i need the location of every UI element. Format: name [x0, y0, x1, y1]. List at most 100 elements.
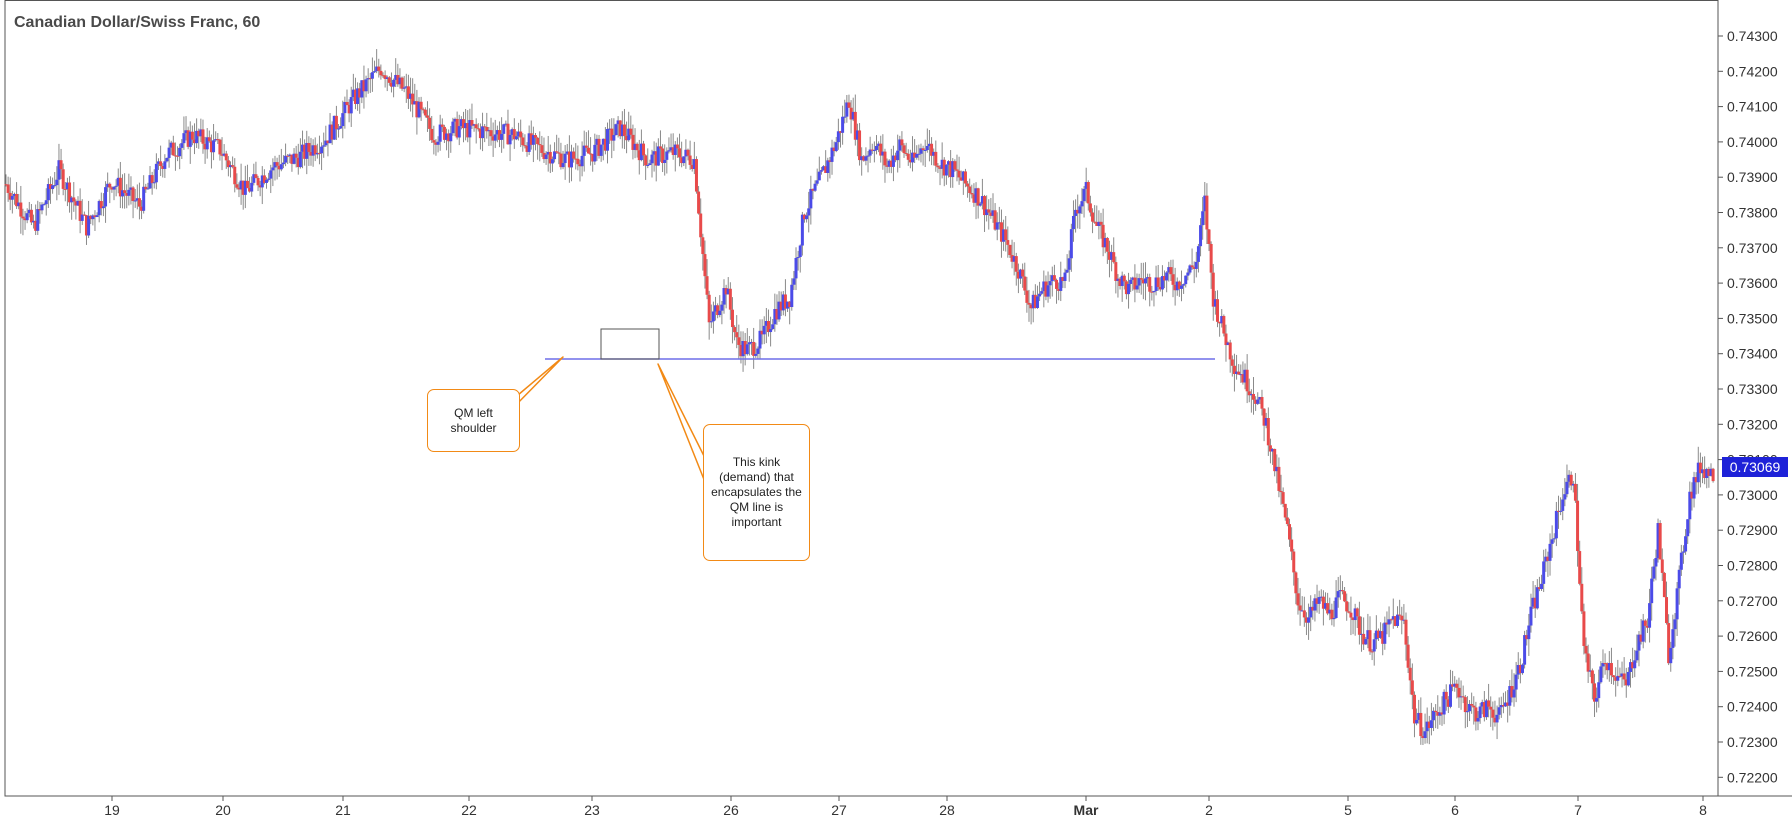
y-tick-label: 0.74200: [1727, 63, 1778, 79]
candle-up: [997, 222, 1001, 224]
candle-up: [1675, 588, 1679, 620]
candle-down: [870, 149, 874, 151]
candle-up: [229, 165, 233, 168]
candle-down: [1302, 610, 1306, 618]
candle-up: [796, 257, 800, 259]
candle-up: [152, 182, 156, 184]
candle-down: [625, 135, 629, 141]
candle-down: [970, 193, 974, 195]
candle-down: [1224, 333, 1228, 346]
candle-up: [868, 149, 872, 156]
candle-up: [341, 113, 345, 127]
candle-up: [1317, 597, 1321, 604]
candle-up: [453, 118, 457, 122]
candle-up: [267, 178, 271, 180]
candle-up: [1201, 211, 1205, 226]
candle-down: [1461, 696, 1465, 698]
candle-up: [1213, 299, 1217, 307]
candle-up: [271, 167, 275, 171]
candle-down: [576, 158, 580, 165]
candle-down: [779, 301, 783, 311]
candle-up: [1258, 397, 1262, 400]
candle-down: [489, 130, 493, 137]
candle-down: [1222, 316, 1226, 334]
candle-up: [398, 77, 402, 85]
candle-down: [1285, 517, 1289, 525]
candle-down: [1027, 302, 1031, 305]
candle-down: [1451, 684, 1455, 687]
y-tick-label: 0.72900: [1727, 522, 1778, 538]
candle-up: [114, 185, 118, 187]
candle-up: [1012, 256, 1016, 262]
candle-up: [417, 101, 421, 118]
candle-down: [578, 164, 582, 167]
y-tick-label: 0.74000: [1727, 134, 1778, 150]
x-tick-label: 22: [461, 802, 477, 818]
candle-up: [527, 133, 531, 152]
candle-down: [237, 187, 241, 190]
candle-up: [1328, 609, 1332, 614]
candle-up: [1656, 523, 1660, 558]
candle-up: [961, 171, 965, 181]
candle-up: [1226, 342, 1230, 346]
candle-up: [1080, 201, 1084, 207]
candle-up: [917, 153, 921, 155]
candle-down: [900, 139, 904, 146]
candle-down: [434, 142, 438, 145]
candle-down: [176, 155, 180, 157]
candle-down: [1662, 572, 1666, 598]
candle-down: [519, 131, 523, 138]
candle-down: [171, 142, 175, 156]
candle-down: [610, 128, 614, 141]
candle-up: [324, 140, 328, 146]
candle-down: [635, 143, 639, 151]
candle-down: [902, 145, 906, 154]
candle-down: [307, 143, 311, 152]
candle-down: [559, 153, 563, 168]
candle-up: [874, 145, 878, 151]
candle-down: [1584, 645, 1588, 654]
candle-down: [377, 66, 381, 71]
candle-down: [226, 160, 230, 168]
candle-up: [663, 159, 667, 163]
candle-down: [999, 222, 1003, 242]
candle-down: [680, 157, 684, 164]
candle-down: [1457, 687, 1461, 698]
candle-up: [813, 183, 817, 191]
candle-down: [1343, 591, 1347, 602]
candle-up: [650, 154, 654, 164]
candle-up: [1031, 294, 1035, 309]
candle-down: [334, 115, 338, 130]
candle-up: [1065, 269, 1069, 273]
candle-up: [1652, 566, 1656, 579]
candle-up: [1387, 619, 1391, 625]
candle-down: [290, 154, 294, 164]
candle-down: [1624, 679, 1628, 686]
candle-down: [1376, 630, 1380, 638]
candle-down: [400, 77, 404, 89]
candle-down: [760, 330, 764, 335]
candle-up: [1423, 731, 1427, 739]
candle-down: [1501, 705, 1505, 707]
candle-up: [311, 145, 315, 156]
candle-up: [322, 145, 326, 147]
candle-up: [769, 329, 773, 333]
candle-down: [654, 151, 658, 166]
candle-up: [593, 144, 597, 162]
candle-up: [1696, 462, 1700, 483]
candle-down: [474, 124, 478, 129]
candle-up: [646, 164, 650, 166]
candle-up: [1120, 275, 1124, 287]
candle-down: [523, 145, 527, 147]
candle-up: [565, 151, 569, 154]
candle-up: [315, 152, 319, 155]
candle-up: [927, 143, 931, 146]
candle-down: [1211, 272, 1215, 307]
candle-down: [48, 184, 52, 190]
candle-down: [1618, 675, 1622, 677]
candle-up: [112, 186, 116, 190]
candle-down: [425, 115, 429, 118]
candle-up: [1050, 275, 1054, 282]
candle-down: [1357, 616, 1361, 635]
candle-up: [95, 215, 99, 218]
